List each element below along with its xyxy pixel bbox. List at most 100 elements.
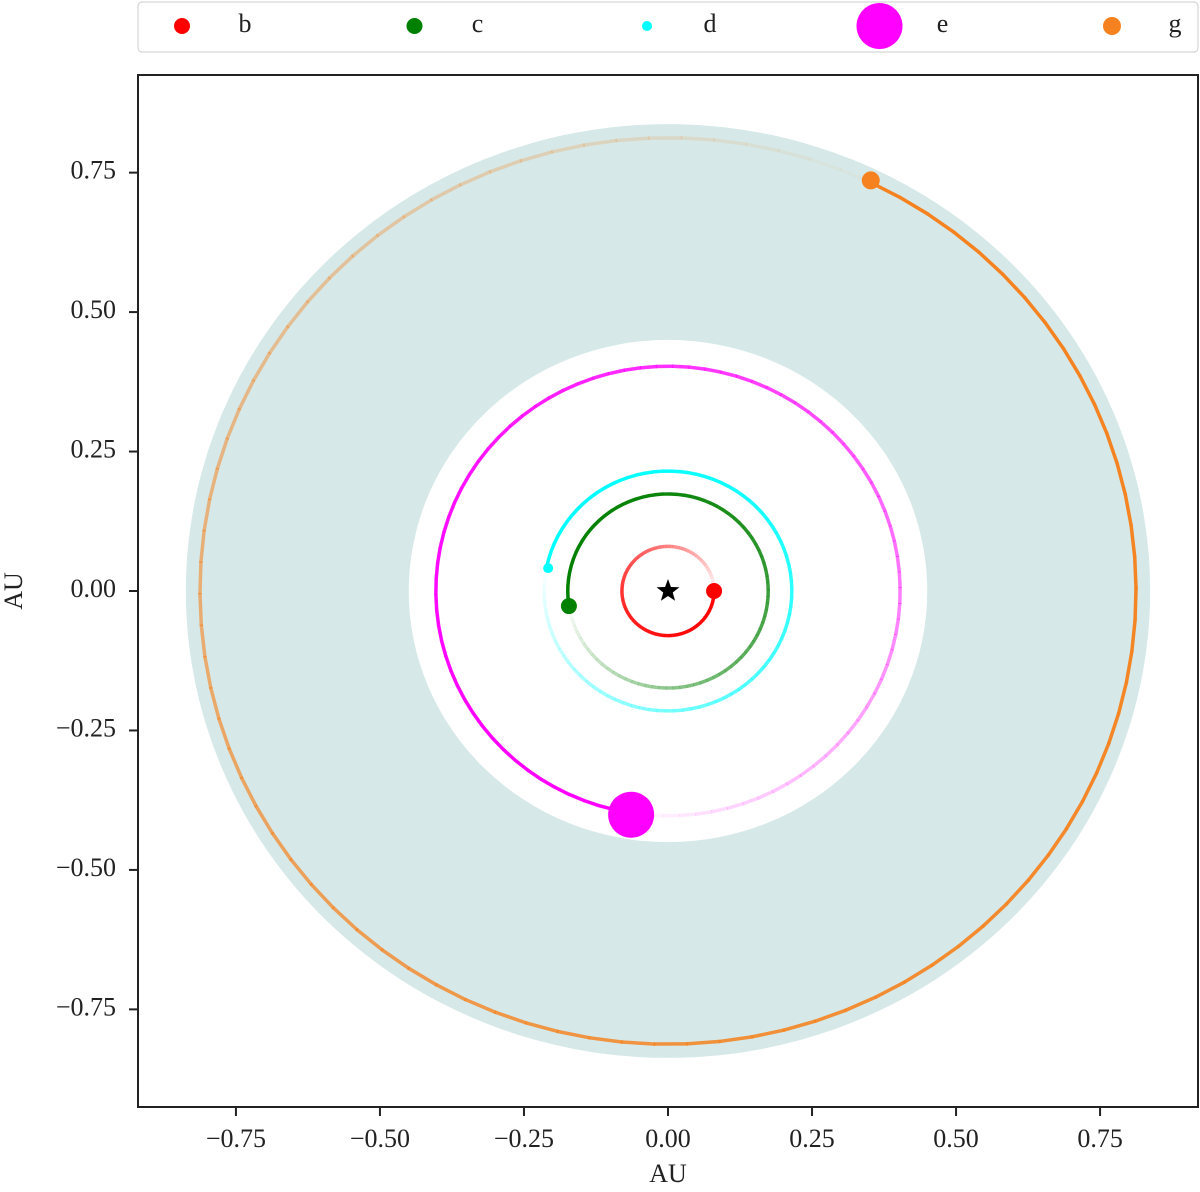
- orbit-segment: [582, 642, 590, 651]
- orbit-segment: [572, 667, 582, 677]
- orbit-segment: [624, 569, 629, 574]
- orbit-segment: [676, 492, 685, 497]
- legend-marker: [174, 18, 190, 34]
- orbit-segment: [764, 602, 770, 611]
- orbit-segment: [681, 546, 686, 552]
- orbit-segment: [635, 471, 646, 477]
- orbit-segment: [789, 597, 794, 607]
- orbit-segment: [883, 510, 892, 527]
- orbit-segment: [208, 686, 221, 720]
- orbit-segment: [741, 494, 751, 503]
- orbit-segment: [750, 1028, 786, 1039]
- orbit-segment: [690, 550, 695, 556]
- orbit-segment: [739, 651, 748, 659]
- orbit-segment: [874, 980, 906, 1000]
- orbit-segment: [1133, 587, 1138, 621]
- orbit-segment: [639, 705, 649, 712]
- orbit-segment: [239, 776, 258, 808]
- orbit-segment: [707, 608, 712, 613]
- orbit-segment: [697, 556, 703, 562]
- orbit-segment: [897, 571, 902, 589]
- x-axis-label: AU: [649, 1159, 687, 1188]
- orbit-segment: [778, 539, 786, 550]
- orbit-segment: [688, 365, 706, 371]
- orbit-segment: [621, 599, 626, 604]
- orbit-segment: [546, 550, 553, 561]
- orbit-segment: [776, 637, 784, 647]
- orbit-trail: [198, 136, 1138, 1046]
- orbit-segment: [750, 671, 760, 681]
- orbit-segment: [892, 540, 900, 558]
- orbit-segment: [718, 669, 727, 676]
- y-tick-label: 0.50: [71, 295, 117, 324]
- orbit-segment: [1064, 799, 1085, 831]
- orbit-segment: [644, 549, 649, 554]
- orbit-segment: [446, 501, 457, 519]
- orbit-segment: [583, 798, 601, 808]
- orbit-segment: [695, 622, 700, 628]
- orbit-segment: [375, 214, 406, 238]
- orbit-segment: [888, 525, 897, 542]
- orbit-segment: [675, 545, 680, 550]
- x-tick-label: 0.00: [645, 1124, 691, 1153]
- orbit-segment: [635, 495, 644, 501]
- orbit-segment: [672, 364, 690, 369]
- orbit-segment: [760, 615, 767, 624]
- orbit-segment: [539, 777, 557, 790]
- y-tick-label: −0.25: [56, 713, 116, 742]
- orbit-segment: [198, 561, 203, 595]
- orbit-segment: [704, 367, 722, 374]
- orbit-segment: [254, 804, 275, 836]
- orbit-segment: [553, 785, 571, 797]
- orbit-segment: [380, 947, 411, 971]
- orbit-segment: [467, 460, 480, 476]
- orbit-segment: [592, 371, 610, 381]
- orbit-segment: [568, 792, 586, 803]
- orbit-segment: [534, 396, 551, 409]
- orbit-segment: [607, 368, 626, 376]
- orbit-segment: [782, 1019, 817, 1033]
- orbit-segment: [598, 513, 607, 522]
- orbit-segment: [683, 493, 692, 499]
- orbit-segment: [703, 498, 712, 505]
- orbit-segment: [730, 687, 740, 696]
- orbit-segment: [710, 806, 729, 814]
- orbit-segment: [844, 995, 878, 1013]
- orbit-segment: [627, 563, 633, 569]
- orbit-segment: [309, 882, 336, 910]
- orbit-segment: [647, 547, 652, 553]
- y-tick-label: 0.00: [71, 574, 117, 603]
- orbit-segment: [627, 473, 638, 480]
- orbit-segment: [703, 613, 709, 619]
- orbit-segment: [759, 555, 766, 564]
- orbit-segment: [1116, 681, 1129, 715]
- orbit-segment: [713, 138, 748, 147]
- orbit-segment: [557, 647, 566, 657]
- orbit-segment: [1124, 650, 1134, 684]
- x-tick-label: −0.25: [494, 1124, 554, 1153]
- orbit-segment: [631, 618, 637, 624]
- orbit-segment: [444, 655, 453, 672]
- orbit-segment: [636, 554, 641, 560]
- orbit-segment: [565, 513, 574, 524]
- orbit-segment: [690, 626, 695, 632]
- orbit-segment: [678, 469, 689, 475]
- orbit-segment: [609, 506, 618, 513]
- orbit-segment: [542, 600, 548, 610]
- orbit-segment: [199, 529, 206, 564]
- orbit-segment: [780, 629, 787, 640]
- orbit-segment: [237, 379, 256, 411]
- orbit-segment: [570, 618, 577, 627]
- planet: [560, 598, 577, 615]
- orbit-segment: [586, 647, 594, 656]
- orbit-segment: [584, 528, 592, 537]
- orbit-segment: [678, 546, 683, 551]
- orbit-segment: [902, 963, 934, 985]
- orbit-segment: [595, 658, 604, 666]
- orbit-segment: [578, 636, 586, 645]
- orbit-segment: [647, 707, 658, 713]
- orbit-segment: [644, 683, 653, 689]
- orbit-segment: [678, 812, 697, 818]
- orbit-segment: [644, 470, 654, 475]
